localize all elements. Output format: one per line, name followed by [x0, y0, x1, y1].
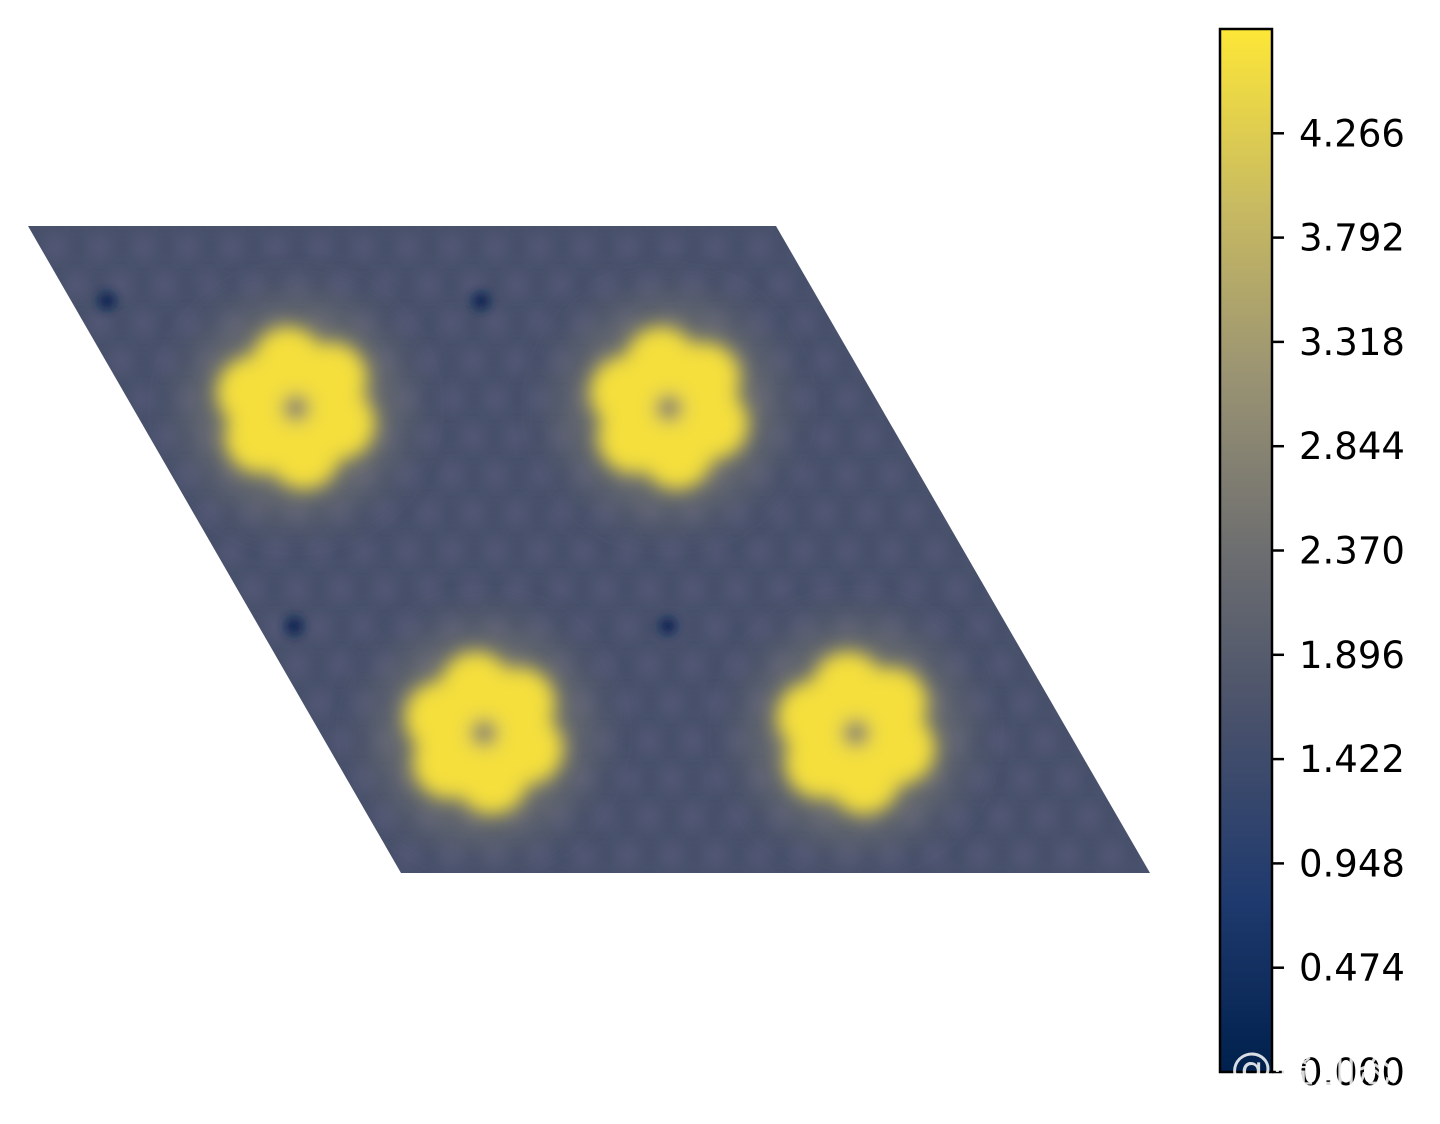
- heatmap-plot: [28, 226, 1150, 873]
- heatmap-minimum-4: [846, 292, 864, 310]
- colorbar-tick-label-6: 2.844: [1299, 425, 1405, 468]
- colorbar-ticks: 0.000 0.474 0.948 1.422 1.896 2.370 2.844 3.318…: [1272, 112, 1405, 1094]
- colorbar: 0.000 0.474 0.948 1.422 1.896 2.370 2.844 3.318…: [1218, 27, 1405, 1094]
- heatmap-minimum-5: [1033, 617, 1051, 635]
- heatmap-minimum-3: [659, 617, 677, 635]
- colorbar-tick-label-5: 2.370: [1299, 530, 1405, 573]
- heatmap-lattice-texture: [28, 226, 1150, 873]
- colorbar-tick-label-8: 3.792: [1299, 217, 1405, 260]
- colorbar-tick-label-3: 1.422: [1299, 738, 1405, 781]
- watermark: 知乎 @叠加态: [1133, 1043, 1398, 1092]
- colorbar-fill: [1220, 29, 1272, 1072]
- hotspot-0: [216, 326, 376, 490]
- colorbar-tick-label-0: 0.000: [1299, 1051, 1405, 1094]
- colorbar-tick-label-2: 0.948: [1299, 842, 1405, 885]
- colorbar-tick-label-1: 0.474: [1299, 947, 1405, 990]
- colorbar-tick-label-4: 1.896: [1299, 634, 1405, 677]
- hotspot-1: [589, 326, 749, 490]
- heatmap-minimum-0: [98, 292, 116, 310]
- hotspot-2: [404, 651, 564, 815]
- heatmap-minimum-1: [472, 292, 490, 310]
- hotspot-3: [776, 651, 936, 815]
- heatmap-hotspots: [216, 326, 936, 815]
- colorbar-tick-label-7: 3.318: [1299, 321, 1405, 364]
- colorbar-tick-label-9: 4.266: [1299, 112, 1405, 155]
- heatmap-minimum-2: [285, 617, 303, 635]
